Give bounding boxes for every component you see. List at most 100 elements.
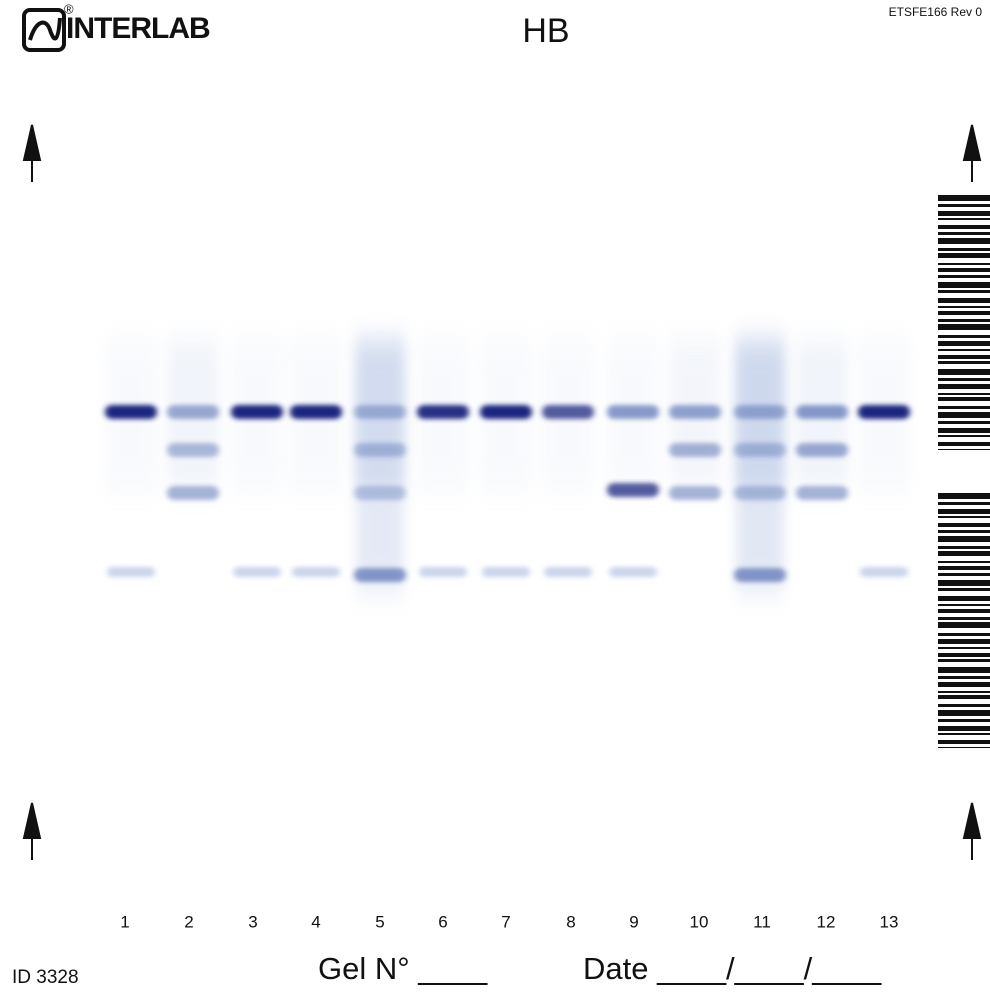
lane-label: 3 — [248, 912, 257, 931]
band — [417, 405, 469, 419]
barcode-bar — [938, 733, 990, 735]
barcode-bar — [938, 647, 990, 649]
arrow — [962, 124, 982, 161]
lane-label: 12 — [817, 912, 836, 931]
barcode-bar — [938, 604, 990, 606]
barcode-bar — [938, 361, 990, 364]
barcode-bar — [938, 282, 990, 288]
barcode-bar — [938, 551, 990, 556]
title: HB — [522, 12, 569, 50]
band — [669, 405, 721, 419]
band — [542, 405, 594, 419]
barcode-bar — [938, 268, 990, 272]
band — [858, 405, 910, 419]
barcode-bar — [938, 639, 990, 644]
barcode-bar — [938, 442, 990, 446]
barcode-bar — [938, 719, 990, 722]
band — [796, 405, 848, 419]
barcode-bar — [938, 369, 990, 375]
band — [231, 405, 283, 419]
band — [354, 405, 406, 419]
logo-text: INTERLAB — [66, 12, 210, 45]
barcode-bar — [938, 726, 990, 731]
barcode-bar — [938, 516, 990, 518]
barcode-bar — [938, 633, 990, 636]
barcode-bar — [938, 232, 990, 235]
barcode-bar — [938, 290, 990, 293]
band — [354, 486, 406, 500]
band — [354, 568, 406, 582]
barcode-bar — [938, 653, 990, 657]
lane-label: 6 — [438, 912, 447, 931]
band-faint — [860, 567, 908, 577]
barcode-bar — [938, 324, 990, 330]
band-faint — [233, 567, 281, 577]
barcode-bar — [938, 248, 990, 251]
band — [290, 405, 342, 419]
barcode-bar — [938, 393, 990, 395]
barcode-bar — [938, 397, 990, 401]
barcode-bar — [938, 573, 990, 576]
logo: INTERLAB ® — [22, 1, 211, 52]
barcode-bar — [938, 435, 990, 437]
band — [167, 486, 219, 500]
barcode-bar — [938, 349, 990, 351]
date-field: Date ____/____/____ — [583, 951, 882, 986]
code: ETSFE166 Rev 0 — [889, 5, 983, 19]
barcode-bar — [938, 695, 990, 699]
band — [734, 443, 786, 457]
barcode-bar — [938, 225, 990, 229]
logo-icon-stroke — [28, 17, 62, 41]
barcode-bar — [938, 609, 990, 613]
lane-labels: 1 2 3 4 5 6 7 8 9 10 11 12 13 — [120, 912, 898, 931]
barcode-bar — [938, 204, 990, 207]
barcode-bar — [938, 306, 990, 308]
band — [354, 443, 406, 457]
arrow — [22, 124, 42, 161]
barcode-bar — [938, 596, 990, 601]
band — [734, 568, 786, 582]
barcode-bar — [938, 546, 990, 549]
lane-label: 2 — [184, 912, 193, 931]
band — [796, 486, 848, 500]
band-faint — [292, 567, 340, 577]
band-faint — [419, 567, 467, 577]
logo-mark: ® — [64, 1, 74, 16]
gel-number: Gel N° ____ — [318, 951, 488, 986]
barcode-bar — [938, 406, 990, 409]
barcode-bar — [938, 275, 990, 278]
barcode-bar — [938, 493, 990, 499]
band — [607, 405, 659, 419]
band — [669, 443, 721, 457]
barcode-bar — [938, 298, 990, 303]
arrows — [22, 124, 982, 860]
barcode-bar — [938, 384, 990, 389]
barcode-bar — [938, 691, 990, 693]
lane-label: 8 — [566, 912, 575, 931]
band-faint — [609, 567, 657, 577]
barcode-bar — [938, 747, 990, 748]
barcode-bar — [938, 682, 990, 687]
band — [167, 443, 219, 457]
barcode-bar — [938, 319, 990, 322]
band — [796, 443, 848, 457]
lane-label: 10 — [690, 912, 709, 931]
barcode-bar — [938, 449, 990, 450]
barcode-bar — [938, 502, 990, 505]
barcode-bar — [938, 536, 990, 542]
barcode-bar — [938, 311, 990, 315]
barcode-bar — [938, 530, 990, 533]
barcode-bar — [938, 341, 990, 346]
band — [669, 486, 721, 500]
barcode-bar — [938, 622, 990, 628]
lane-label: 13 — [880, 912, 899, 931]
barcode-bar — [938, 617, 990, 620]
barcode-bar — [938, 710, 990, 716]
barcode-bar — [938, 378, 990, 381]
band-faint — [107, 567, 155, 577]
barcode-bar — [938, 659, 990, 662]
barcode-bar — [938, 580, 990, 586]
lane-smear — [356, 340, 404, 590]
